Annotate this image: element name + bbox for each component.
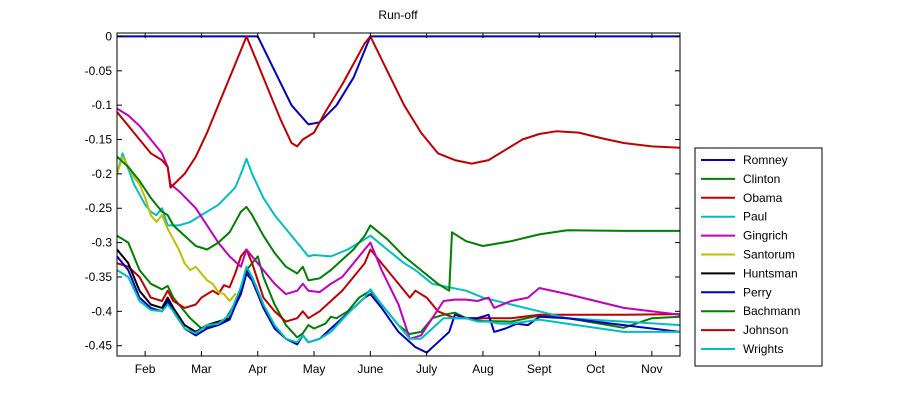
series-line-johnson (117, 35, 680, 189)
plot-area (117, 33, 680, 356)
legend-label-romney: Romney (743, 153, 788, 167)
x-tick-label: Mar (191, 362, 212, 376)
legend: Romney Clinton Obama Paul Gingrich Santorum Hu… (694, 147, 823, 367)
series-line-gingrich (117, 107, 680, 340)
y-tick-label: -0.15 (85, 133, 113, 147)
legend-label-johnson: Johnson (743, 323, 788, 337)
legend-label-wrights: Wrights (743, 342, 783, 356)
y-axis: 0 -0.05 -0.1 -0.15 -0.2 -0.25 -0.3 -0.35 -0.4 -0.… (85, 29, 680, 353)
x-tick-label: Nov (641, 362, 662, 376)
series-line-santorum (117, 155, 237, 302)
y-tick-label: -0.4 (91, 304, 112, 318)
x-tick-label: Sept (527, 362, 552, 376)
y-tick-label: -0.35 (85, 270, 113, 284)
legend-label-huntsman: Huntsman (743, 266, 798, 280)
legend-label-gingrich: Gingrich (743, 229, 788, 243)
series-line-obama (117, 248, 680, 323)
series-layer (117, 35, 680, 354)
x-tick-label: Feb (135, 362, 156, 376)
y-tick-label: -0.3 (91, 236, 112, 250)
y-tick-label: 0 (105, 29, 112, 43)
x-tick-label: Aug (472, 362, 493, 376)
series-line-wrights (117, 265, 680, 344)
x-tick-label: June (357, 362, 383, 376)
y-tick-label: -0.45 (85, 339, 113, 353)
y-tick-label: -0.05 (85, 64, 113, 78)
legend-label-santorum: Santorum (743, 248, 795, 262)
series-line-bachmann (117, 155, 680, 292)
legend-label-bachmann: Bachmann (743, 304, 800, 318)
legend-label-clinton: Clinton (743, 172, 780, 186)
series-line-romney (117, 35, 680, 126)
legend-label-perry: Perry (743, 285, 772, 299)
legend-label-paul: Paul (743, 210, 767, 224)
legend-label-obama: Obama (743, 191, 783, 205)
x-axis: Feb Mar Apr May June July Aug Sept Oct Nov (135, 33, 663, 376)
x-tick-label: July (416, 362, 437, 376)
y-tick-label: -0.1 (91, 98, 112, 112)
y-tick-label: -0.2 (91, 167, 112, 181)
x-tick-label: Apr (248, 362, 267, 376)
chart-title: Run-off (378, 8, 418, 22)
x-tick-label: Oct (586, 362, 605, 376)
plot-frame (116, 32, 681, 357)
x-tick-label: May (303, 362, 326, 376)
y-tick-label: -0.25 (85, 201, 113, 215)
